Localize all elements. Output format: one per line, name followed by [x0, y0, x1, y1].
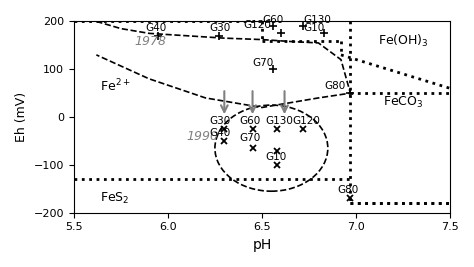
Text: G80: G80: [324, 81, 345, 91]
Y-axis label: Eh (mV): Eh (mV): [15, 92, 28, 142]
Text: G70: G70: [253, 58, 274, 68]
Text: Fe(OH)$_3$: Fe(OH)$_3$: [378, 33, 428, 49]
Text: FeS$_2$: FeS$_2$: [100, 191, 130, 206]
Text: G60: G60: [239, 116, 261, 126]
Text: G130: G130: [266, 116, 293, 126]
Text: G60: G60: [262, 15, 283, 25]
Text: 1978: 1978: [134, 35, 166, 48]
Text: G10: G10: [303, 23, 325, 33]
Text: G40: G40: [146, 23, 166, 33]
Text: G40: G40: [209, 128, 230, 138]
Text: G30: G30: [209, 116, 230, 126]
Text: Fe$^{2+}$: Fe$^{2+}$: [100, 78, 130, 94]
Text: G120: G120: [292, 116, 320, 126]
X-axis label: pH: pH: [252, 238, 272, 252]
Text: FeCO$_3$: FeCO$_3$: [383, 95, 423, 110]
Text: G10: G10: [266, 152, 287, 162]
Text: G130: G130: [303, 15, 331, 25]
Text: 1990: 1990: [187, 130, 219, 143]
Text: G80: G80: [337, 185, 358, 195]
Text: G70: G70: [239, 134, 261, 143]
Text: G120: G120: [243, 19, 271, 30]
Text: G30: G30: [209, 23, 230, 33]
